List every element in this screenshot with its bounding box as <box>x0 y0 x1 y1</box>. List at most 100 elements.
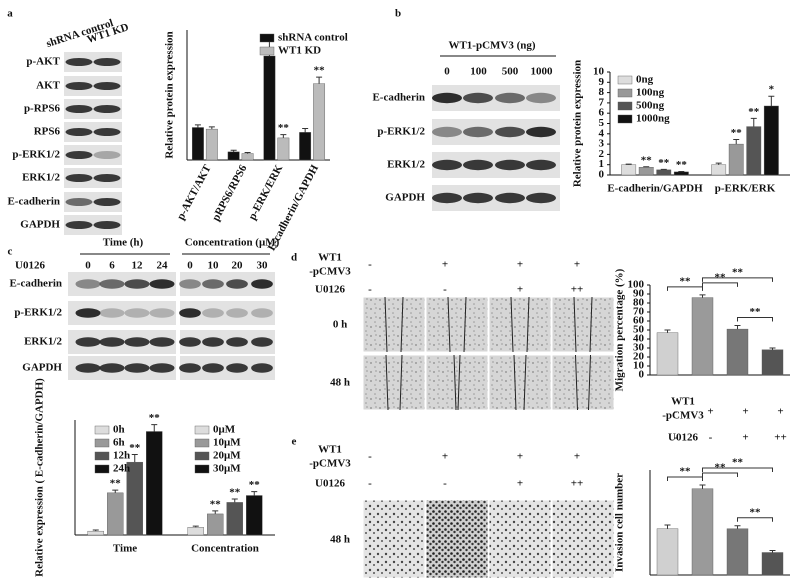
condition-sign: + <box>517 259 523 271</box>
y-tick-label: 0 <box>599 169 605 181</box>
blot-header: WT1-pCMV3 (ng) <box>448 40 535 52</box>
invasion-image <box>425 499 489 579</box>
bar <box>726 528 749 576</box>
bar <box>621 164 637 176</box>
legend-swatch <box>617 88 633 98</box>
blot-band <box>124 279 150 289</box>
timepoint-label: 48 h <box>330 377 350 389</box>
error-bar <box>302 127 309 133</box>
bar <box>761 349 784 376</box>
blot-band <box>124 308 150 318</box>
y-tick-label: 3 <box>599 138 605 150</box>
blot-row-label: E-cadherin <box>9 278 62 290</box>
blot-band <box>93 221 121 229</box>
error-bar <box>625 163 632 165</box>
legend-label: 30μM <box>213 463 241 475</box>
condition-sign: - <box>368 451 372 463</box>
condition-sign: + <box>517 451 523 463</box>
legend-swatch <box>194 425 210 435</box>
legend-label: 24h <box>113 463 130 475</box>
x-table-sign: - <box>674 406 678 418</box>
error-bar <box>734 525 741 529</box>
blot-band <box>149 363 175 373</box>
y-tick-label: 4 <box>599 127 605 139</box>
blot-band <box>149 308 175 318</box>
bar <box>673 171 689 176</box>
blot-band <box>202 363 224 373</box>
x-tick-label: p-ERK/ERK <box>715 183 776 195</box>
x-table-sign: - <box>674 432 678 444</box>
wound-edge <box>573 296 577 353</box>
legend-swatch <box>194 451 210 461</box>
significance-mark: ** <box>249 479 261 491</box>
error-bar <box>251 491 258 496</box>
lane-label: 0 <box>187 260 193 272</box>
x-table-label: U0126 <box>668 432 698 444</box>
legend-swatch <box>617 75 633 85</box>
blot-band <box>495 159 525 171</box>
blot-band <box>179 308 201 318</box>
comparison-label: ** <box>732 266 744 278</box>
scratch-image <box>425 296 489 353</box>
wound-edge <box>575 354 578 411</box>
blot-strip <box>64 99 122 119</box>
wound-edge <box>526 296 530 353</box>
error-bar <box>112 489 119 493</box>
error-bar <box>192 525 199 528</box>
condition-label: U0126 <box>315 284 345 296</box>
blot-band <box>65 221 93 229</box>
blot-band <box>65 82 93 90</box>
x-tick-label: E-cadherin/GAPDH <box>607 183 703 195</box>
legend-swatch <box>617 114 633 124</box>
wound-edge <box>399 354 403 411</box>
lane-label: 10 <box>208 260 220 272</box>
blot-strip <box>64 192 122 212</box>
bar <box>726 328 749 376</box>
y-tick-label: 30 <box>633 342 645 354</box>
y-axis-label: Invasion cell number <box>614 473 626 572</box>
wound-edge <box>400 296 404 353</box>
blot-band <box>432 92 462 104</box>
lane-label: 0 <box>85 260 91 272</box>
blot-row-label: p-RPS6 <box>24 103 61 115</box>
bar <box>711 164 727 176</box>
panel-letter: c <box>8 246 13 258</box>
blot-row-label: E-cadherin <box>372 92 425 104</box>
blot-band <box>526 92 556 104</box>
wound-edge <box>588 354 591 411</box>
wound-edge <box>513 354 517 411</box>
significance-mark: ** <box>658 157 670 169</box>
legend-swatch <box>259 33 275 43</box>
bar <box>87 530 104 536</box>
blot-band <box>526 126 556 138</box>
blot-row-label: GAPDH <box>385 192 425 204</box>
blot-band <box>251 308 273 318</box>
bar <box>205 128 218 161</box>
blot-band <box>251 279 273 289</box>
lane-label: 12 <box>132 260 144 272</box>
blot-band <box>202 279 224 289</box>
significance-mark: ** <box>748 106 760 118</box>
blot-band <box>463 92 493 104</box>
condition-sign: - <box>368 284 372 296</box>
legend-swatch <box>94 464 110 474</box>
comparison-label: ** <box>680 275 692 287</box>
group-title: Time (h) <box>103 237 144 249</box>
error-bar <box>699 294 706 298</box>
bar <box>691 297 714 376</box>
blot-band <box>99 279 125 289</box>
y-axis-label: Relative protein expression <box>572 60 584 187</box>
legend-swatch <box>94 438 110 448</box>
comparison-bracket <box>702 467 773 472</box>
scratch-image <box>551 354 615 411</box>
blot-row-label: GAPDH <box>22 362 62 374</box>
bar <box>656 169 672 176</box>
lane-label: 20 <box>232 260 244 272</box>
error-bar <box>715 162 722 165</box>
bar <box>313 83 326 161</box>
error-bar <box>733 138 740 145</box>
blot-band <box>99 308 125 318</box>
blot-band <box>251 363 273 373</box>
bar <box>691 488 714 576</box>
blot-band <box>93 128 121 136</box>
